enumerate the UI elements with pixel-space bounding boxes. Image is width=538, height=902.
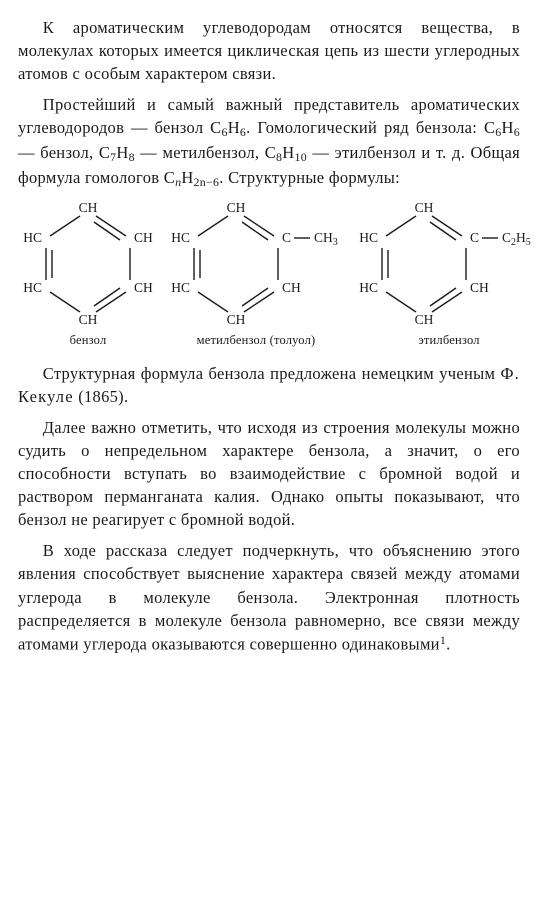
vertex-top: CH [227, 200, 246, 215]
vertex-top: CH [79, 200, 98, 215]
vertex-ll: HC [359, 280, 378, 295]
vertex-ur: CH [134, 230, 153, 245]
caption-ethylbenzene: этилбензол [418, 332, 479, 350]
vertex-ur-sub: C [470, 230, 479, 245]
sub-6d: 6 [514, 125, 520, 139]
vertex-bot: CH [227, 312, 246, 327]
paragraph-bonds: В ходе рассказа следует подчеркнуть, что… [18, 539, 520, 655]
vertex-lr: CH [282, 280, 301, 295]
paragraph-definition: К ароматическим углеводородам относятся … [18, 16, 520, 85]
sub-6: 6 [221, 125, 227, 139]
vertex-ll: HC [23, 280, 42, 295]
vertex-ul: HC [171, 230, 190, 245]
diagram-benzene: CH CH CH CH HC HC бензол [18, 200, 158, 350]
text-seg: — бензол, C [18, 143, 110, 162]
diagram-toluene: CH C CH CH HC HC CH3 метилбензол (толуол… [166, 200, 346, 350]
text-seg: . [446, 634, 450, 653]
caption-benzene: бензол [70, 332, 107, 350]
structural-formulas-row: CH CH CH CH HC HC бензол CH [18, 200, 520, 350]
paragraph-kekule: Структурная формула бензола предложена н… [18, 362, 520, 408]
sub-7: 7 [110, 150, 116, 164]
vertex-top: CH [415, 200, 434, 215]
vertex-ur-sub: C [282, 230, 291, 245]
vertex-bot: CH [79, 312, 98, 327]
text-seg: . Гомологический ряд бензола: C [246, 118, 495, 137]
vertex-bot: CH [415, 312, 434, 327]
sub-10: 10 [294, 150, 306, 164]
vertex-lr: CH [134, 280, 153, 295]
toluene-svg: CH C CH CH HC HC CH3 [166, 200, 346, 328]
text-seg: (1865). [74, 387, 129, 406]
text-seg: . Структурные формулы: [219, 168, 400, 187]
sub-n: n [175, 175, 181, 189]
text-seg: Структурная формула бензола предложена н… [43, 364, 501, 383]
sub-2n6: 2n−6 [194, 175, 220, 189]
caption-toluene: метилбензол (толуол) [197, 332, 316, 350]
sub-6c: 6 [495, 125, 501, 139]
diagram-ethylbenzene: CH C CH CH HC HC C2H5 этилбензол [354, 200, 538, 350]
substituent-ch3: CH3 [314, 230, 338, 248]
vertex-lr: CH [470, 280, 489, 295]
vertex-ul: HC [23, 230, 42, 245]
sub-8b: 8 [276, 150, 282, 164]
vertex-ll: HC [171, 280, 190, 295]
vertex-ul: HC [359, 230, 378, 245]
benzene-svg: CH CH CH CH HC HC [18, 200, 158, 328]
paragraph-homologues: Простейший и самый важный представитель … [18, 93, 520, 190]
ethylbenzene-svg: CH C CH CH HC HC C2H5 [354, 200, 538, 328]
text-seg: — метилбензол, C [135, 143, 276, 162]
paragraph-properties: Далее важно отметить, что исходя из стро… [18, 416, 520, 531]
substituent-c2h5: C2H5 [502, 230, 531, 248]
